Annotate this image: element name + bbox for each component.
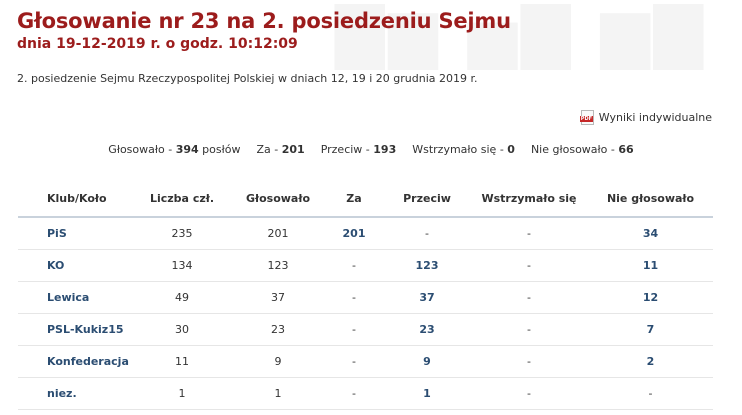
cell-voted: 37 bbox=[232, 281, 324, 314]
table-row: Lewica 49 37 - 37 - 12 bbox=[18, 281, 713, 314]
header-against: Przeciw bbox=[384, 181, 470, 218]
page-title: Głosowanie nr 23 na 2. posiedzeniu Sejmu bbox=[17, 9, 511, 33]
cell-not-voted: - bbox=[588, 377, 713, 410]
club-link[interactable]: Konfederacja bbox=[47, 355, 129, 368]
summary-for-value: 201 bbox=[281, 143, 305, 156]
table-row: niez. 1 1 - 1 - - bbox=[18, 377, 713, 410]
summary-abstain-value: 0 bbox=[507, 143, 515, 156]
cell-not-voted-link[interactable]: 34 bbox=[642, 227, 659, 240]
individual-results-label: Wyniki indywidualne bbox=[598, 111, 712, 124]
cell-for: - bbox=[324, 281, 384, 314]
cell-abstain: - bbox=[470, 313, 588, 346]
cell-against-link[interactable]: 123 bbox=[415, 259, 439, 272]
cell-for: - bbox=[324, 345, 384, 378]
cell-abstain: - bbox=[470, 377, 588, 410]
votes-table: Klub/Koło Liczba czł. Głosowało Za Przec… bbox=[18, 181, 713, 410]
cell-abstain: - bbox=[470, 217, 588, 250]
table-row: KO 134 123 - 123 - 11 bbox=[18, 249, 713, 282]
summary-not-voted-value: 66 bbox=[618, 143, 634, 156]
cell-for: - bbox=[324, 249, 384, 282]
vote-summary: Głosowało - 394 posłów Za - 201 Przeciw … bbox=[0, 143, 742, 156]
cell-against-link[interactable]: 9 bbox=[423, 355, 431, 368]
table-row: Konfederacja 11 9 - 9 - 2 bbox=[18, 345, 713, 378]
cell-not-voted-link[interactable]: 2 bbox=[646, 355, 655, 368]
cell-not-voted-link[interactable]: 7 bbox=[646, 323, 655, 336]
pdf-icon: PDF bbox=[579, 110, 594, 125]
cell-voted: 1 bbox=[232, 377, 324, 410]
club-link[interactable]: PSL-Kukiz15 bbox=[47, 323, 124, 336]
summary-voted-label: Głosowało - bbox=[108, 143, 173, 156]
summary-not-voted-label: Nie głosowało - bbox=[530, 143, 615, 156]
summary-abstain-label: Wstrzymało się - bbox=[412, 143, 504, 156]
cell-abstain: - bbox=[470, 249, 588, 282]
cell-for-link[interactable]: 201 bbox=[342, 227, 366, 240]
header-members: Liczba czł. bbox=[132, 181, 232, 218]
cell-against-link[interactable]: 23 bbox=[419, 323, 435, 336]
header-not-voted: Nie głosowało bbox=[588, 181, 713, 218]
club-link[interactable]: PiS bbox=[47, 227, 67, 240]
cell-voted: 23 bbox=[232, 313, 324, 346]
header-for: Za bbox=[324, 181, 384, 218]
header-club: Klub/Koło bbox=[18, 181, 132, 218]
cell-against-link[interactable]: 37 bbox=[419, 291, 435, 304]
table-row: PSL-Kukiz15 30 23 - 23 - 7 bbox=[18, 313, 713, 346]
table-row: PiS 235 201 201 - - 34 bbox=[18, 217, 713, 250]
cell-abstain: - bbox=[470, 281, 588, 314]
cell-not-voted-link[interactable]: 11 bbox=[642, 259, 659, 272]
individual-results-link[interactable]: PDF Wyniki indywidualne bbox=[579, 110, 712, 125]
cell-against: - bbox=[384, 217, 470, 250]
cell-abstain: - bbox=[470, 345, 588, 378]
background-watermark: ▇▆ ▅▇ ▆▇ bbox=[335, 0, 707, 70]
club-link[interactable]: KO bbox=[47, 259, 65, 272]
cell-voted: 123 bbox=[232, 249, 324, 282]
table-header-row: Klub/Koło Liczba czł. Głosowało Za Przec… bbox=[18, 181, 713, 218]
summary-voted-suffix: posłów bbox=[202, 143, 241, 156]
cell-voted: 201 bbox=[232, 217, 324, 250]
cell-members: 134 bbox=[132, 249, 232, 282]
club-link[interactable]: niez. bbox=[47, 387, 77, 400]
header-voted: Głosowało bbox=[232, 181, 324, 218]
cell-members: 30 bbox=[132, 313, 232, 346]
club-link[interactable]: Lewica bbox=[47, 291, 90, 304]
cell-for: - bbox=[324, 377, 384, 410]
vote-datetime: dnia 19-12-2019 r. o godz. 10:12:09 bbox=[17, 36, 298, 52]
cell-members: 1 bbox=[132, 377, 232, 410]
summary-against-label: Przeciw - bbox=[320, 143, 370, 156]
cell-members: 235 bbox=[132, 217, 232, 250]
cell-for: - bbox=[324, 313, 384, 346]
header-abstain: Wstrzymało się bbox=[470, 181, 588, 218]
sitting-description: 2. posiedzenie Sejmu Rzeczypospolitej Po… bbox=[17, 72, 478, 85]
cell-members: 49 bbox=[132, 281, 232, 314]
summary-for-label: Za - bbox=[256, 143, 279, 156]
pdf-badge: PDF bbox=[579, 116, 594, 122]
cell-voted: 9 bbox=[232, 345, 324, 378]
summary-against-value: 193 bbox=[373, 143, 397, 156]
cell-not-voted-link[interactable]: 12 bbox=[642, 291, 659, 304]
cell-against-link[interactable]: 1 bbox=[423, 387, 431, 400]
cell-members: 11 bbox=[132, 345, 232, 378]
summary-voted-value: 394 bbox=[175, 143, 199, 156]
